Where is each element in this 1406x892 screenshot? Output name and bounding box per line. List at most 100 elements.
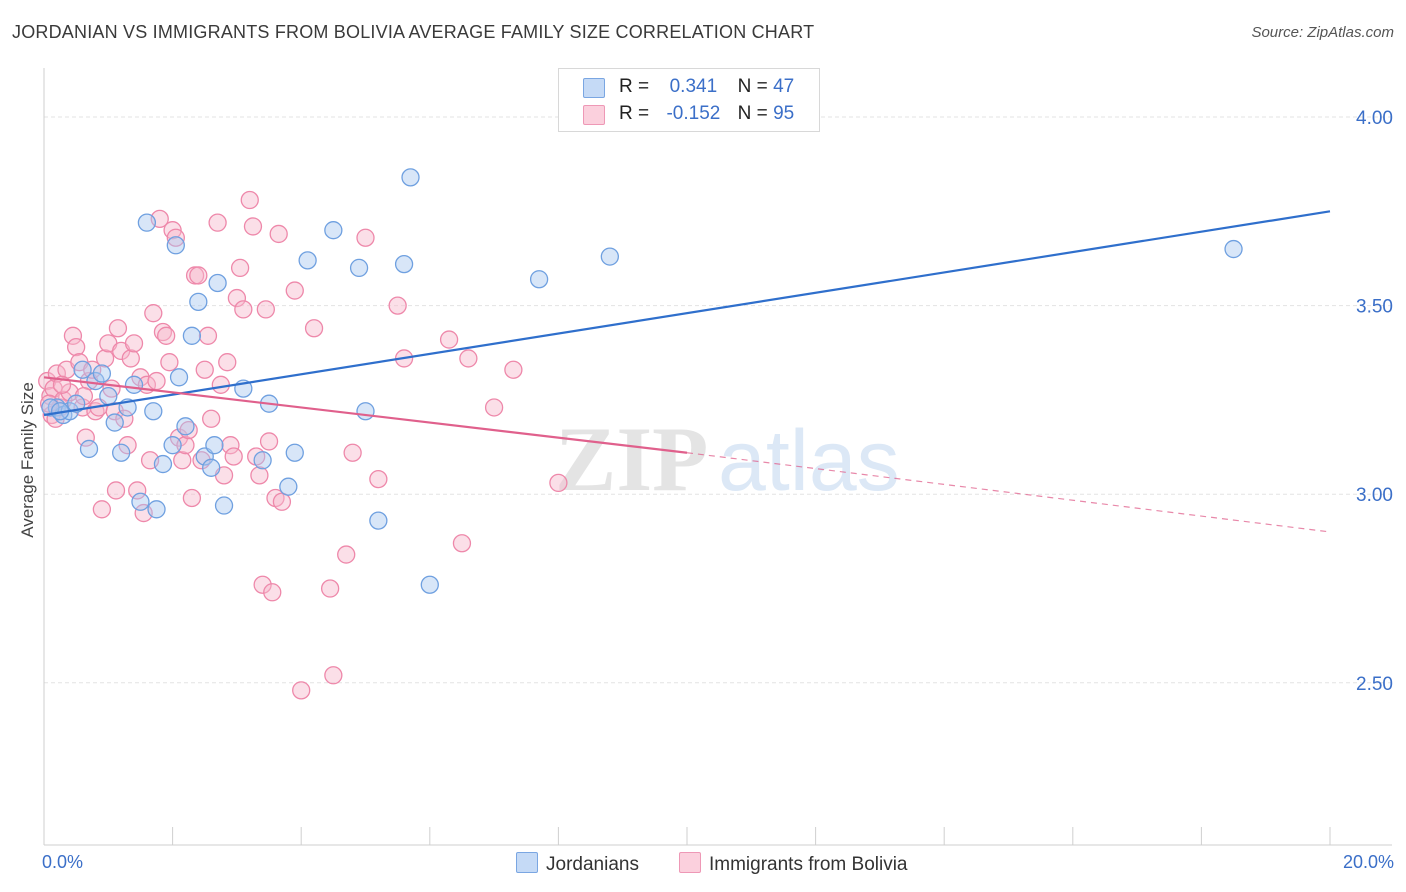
y-tick-label-3: 2.50	[1356, 674, 1393, 695]
point-bolivia-25	[115, 409, 134, 428]
legend-swatch-jordanians	[583, 78, 605, 98]
point-jordanians-21	[176, 417, 195, 436]
point-bolivia-38	[157, 326, 176, 345]
point-jordanians-27	[208, 273, 227, 293]
point-bolivia-43	[173, 451, 192, 470]
point-bolivia-34	[144, 304, 163, 323]
point-jordanians-36	[349, 258, 369, 278]
legend-swatch-bolivia	[583, 105, 605, 125]
trend-line-jordanians	[43, 210, 1331, 417]
point-bolivia-92	[224, 447, 243, 466]
point-bolivia-42	[169, 428, 189, 447]
x-tick-label-max: 20.0%	[1342, 852, 1394, 872]
point-bolivia-83	[459, 349, 478, 368]
point-bolivia-81	[439, 330, 459, 349]
point-bolivia-55	[218, 353, 237, 372]
point-jordanians-22	[182, 326, 202, 345]
point-jordanians-20	[169, 368, 189, 387]
bottom-legend-bolivia: Immigrants from Bolivia	[679, 852, 908, 876]
point-jordanians-33	[285, 443, 304, 462]
chart-source: Source: ZipAtlas.com	[1251, 24, 1394, 41]
point-jordanians-41	[420, 575, 439, 594]
point-bolivia-44	[176, 436, 195, 455]
point-bolivia-59	[234, 300, 253, 319]
trend-lines	[43, 210, 1331, 533]
point-bolivia-61	[243, 217, 263, 236]
point-bolivia-35	[147, 371, 166, 391]
bottom-legend-jordanians: Jordanians	[516, 852, 639, 876]
point-bolivia-76	[343, 443, 362, 462]
point-jordanians-32	[279, 477, 298, 496]
point-bolivia-51	[202, 409, 221, 428]
point-bolivia-69	[272, 492, 292, 511]
point-bolivia-82	[452, 534, 472, 553]
point-bolivia-50	[198, 326, 218, 345]
point-bolivia-58	[230, 258, 250, 278]
point-bolivia-66	[263, 583, 282, 602]
point-bolivia-77	[356, 228, 375, 247]
bottom-legend-swatch-bolivia	[679, 852, 701, 873]
point-jordanians-35	[324, 221, 343, 240]
point-bolivia-73	[320, 579, 340, 598]
point-jordanians-42	[529, 270, 549, 289]
point-bolivia-56	[221, 436, 240, 455]
point-bolivia-70	[285, 281, 304, 300]
point-jordanians-39	[394, 254, 414, 274]
point-jordanians-28	[214, 496, 234, 515]
point-bolivia-71	[292, 681, 311, 700]
point-bolivia-53	[211, 375, 230, 394]
point-jordanians-17	[153, 454, 173, 474]
point-jordanians-3	[67, 394, 86, 413]
watermark-atlas: atlas	[718, 413, 900, 509]
axes	[43, 68, 1392, 846]
point-bolivia-49	[195, 360, 214, 379]
point-bolivia-9	[63, 326, 83, 345]
point-bolivia-68	[269, 224, 288, 244]
point-bolivia-90	[106, 481, 126, 500]
point-bolivia-41	[166, 228, 185, 247]
point-bolivia-8	[60, 383, 79, 402]
point-jordanians-7	[92, 364, 112, 383]
point-jordanians-8	[99, 387, 118, 406]
point-bolivia-10	[67, 337, 86, 357]
point-bolivia-84	[484, 398, 504, 417]
point-jordanians-16	[147, 500, 166, 519]
point-jordanians-43	[600, 247, 619, 266]
point-bolivia-18	[92, 500, 112, 519]
point-bolivia-15	[83, 360, 102, 379]
point-bolivia-47	[189, 266, 208, 285]
point-jordanians-15	[144, 402, 163, 421]
y-tick-label-1: 3.50	[1356, 297, 1393, 318]
point-bolivia-13	[76, 428, 95, 447]
x-tick-label-min: 0.0%	[42, 852, 84, 872]
point-bolivia-28	[124, 334, 144, 353]
point-bolivia-29	[128, 481, 147, 500]
point-jordanians-12	[124, 375, 144, 394]
point-bolivia-26	[118, 436, 137, 455]
point-jordanians-45	[41, 398, 60, 417]
point-jordanians-13	[131, 492, 150, 511]
point-bolivia-65	[259, 432, 279, 451]
data-points	[38, 168, 1243, 700]
point-bolivia-74	[324, 666, 343, 685]
point-bolivia-23	[108, 319, 128, 338]
point-bolivia-60	[240, 190, 259, 210]
y-tick-label-0: 4.00	[1356, 108, 1393, 129]
point-bolivia-85	[504, 360, 523, 379]
watermark-zip: ZIP	[555, 408, 708, 510]
point-bolivia-94	[74, 387, 94, 406]
point-bolivia-79	[388, 296, 407, 315]
point-bolivia-19	[95, 349, 115, 368]
y-tick-labels: 4.00 3.50 3.00 2.50	[1356, 108, 1393, 695]
point-bolivia-86	[549, 473, 568, 493]
trend-line-bolivia	[43, 376, 688, 454]
point-bolivia-64	[256, 300, 275, 319]
point-bolivia-45	[182, 488, 202, 508]
watermark: ZIP atlas	[555, 408, 900, 510]
point-bolivia-27	[121, 349, 140, 368]
point-bolivia-39	[160, 353, 179, 372]
stats-legend: R = 0.341 N = 47 R = -0.152 N = 95	[558, 68, 820, 132]
point-jordanians-26	[205, 436, 224, 455]
point-jordanians-6	[86, 371, 105, 391]
